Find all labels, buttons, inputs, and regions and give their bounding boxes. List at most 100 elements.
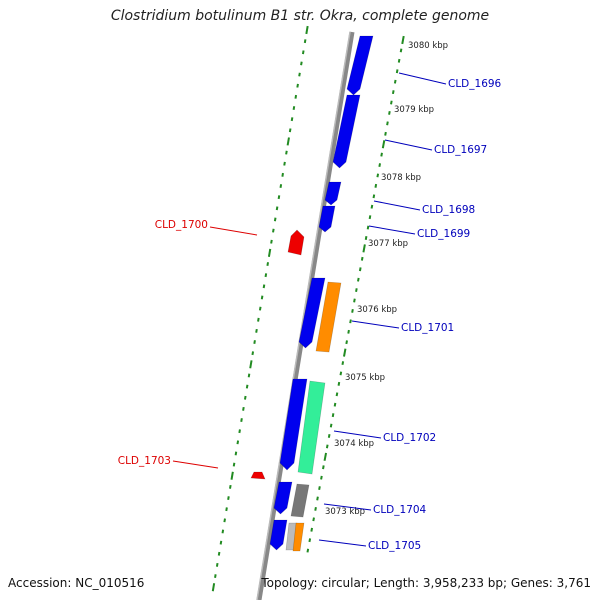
tick-mark [232, 462, 236, 467]
tick-mark [290, 117, 294, 122]
tick-mark [221, 529, 225, 534]
tick-mark [247, 373, 251, 378]
tick-mark [253, 340, 256, 344]
tick-mark [230, 471, 234, 480]
leader-line [373, 200, 421, 211]
tick-mark [292, 106, 296, 110]
tick-mark [329, 423, 333, 428]
gene-label: CLD_1702 [383, 432, 436, 444]
tick-mark [267, 248, 272, 257]
tick-mark [258, 306, 262, 311]
tick-mark [262, 284, 266, 289]
genome-backbone-highlight [256, 31, 351, 600]
tick-mark [339, 371, 343, 376]
tick-mark [401, 35, 405, 45]
tick-mark [347, 329, 350, 334]
tick-mark [358, 267, 362, 272]
leader-line [368, 225, 416, 235]
tick-mark [362, 244, 366, 253]
tick-mark [397, 58, 401, 63]
gene-arrow-cld-1701 [298, 277, 326, 349]
tick-mark [388, 110, 391, 115]
tick-mark [384, 131, 387, 136]
tick-mark [225, 507, 228, 512]
gene-arrow-cld-1700 [287, 229, 305, 256]
tick-mark [380, 152, 383, 157]
accession-label: Accession: NC_010516 [8, 576, 145, 590]
tick-mark [345, 340, 348, 345]
tick-mark [343, 348, 347, 357]
tick-mark [217, 551, 221, 556]
tick-mark [333, 402, 337, 407]
tick-mark [264, 273, 268, 278]
tick-mark [281, 172, 284, 177]
tick-mark [393, 79, 397, 84]
tick-mark [243, 395, 247, 400]
gene-arrow-cld-1696 [346, 35, 374, 96]
tick-mark [310, 527, 314, 532]
tick-mark [277, 195, 281, 200]
tick-mark [255, 328, 258, 333]
tick-mark [376, 173, 380, 178]
leader-line [333, 430, 382, 439]
gene-arrow-cld-1698 [324, 181, 342, 206]
tick-mark [279, 184, 283, 188]
gene-labels: CLD_1696 CLD_1697 CLD_1698 CLD_1699 CLD_1700… [118, 72, 502, 552]
tick-mark [391, 90, 395, 95]
tick-mark [223, 518, 226, 523]
tick-mark [272, 228, 275, 233]
scale-label: 3079 kbp [394, 105, 434, 115]
tick-mark [257, 317, 260, 322]
tick-mark [273, 217, 277, 222]
gene-arrow-cld-1702 [279, 378, 308, 471]
feature-track [250, 35, 374, 552]
leader-line [209, 226, 258, 236]
gene-arrow-cld-1697 [332, 94, 361, 169]
tick-mark [227, 496, 230, 500]
tick-mark [240, 418, 243, 422]
inner-tick-ring [306, 35, 405, 553]
scale-label: 3076 kbp [357, 305, 397, 315]
tick-mark [283, 161, 286, 166]
tick-mark [312, 517, 315, 522]
tick-mark [238, 429, 241, 434]
tick-mark [341, 361, 345, 365]
tick-mark [229, 484, 232, 489]
tick-mark [215, 562, 219, 567]
tick-mark [370, 204, 374, 209]
tick-mark [286, 137, 290, 146]
gene-label: CLD_1704 [373, 504, 427, 516]
gene-label: CLD_1701 [401, 322, 454, 334]
tick-mark [323, 452, 328, 461]
tick-mark [301, 50, 305, 55]
tick-mark [399, 48, 403, 53]
tick-mark [275, 206, 279, 211]
feature-orange-1705 [292, 522, 305, 552]
tick-mark [251, 351, 255, 356]
scale-label: 3078 kbp [381, 173, 421, 183]
tick-mark [234, 451, 238, 456]
scale-label: 3075 kbp [345, 373, 385, 383]
tick-mark [320, 475, 323, 480]
tick-mark [395, 69, 399, 74]
tick-mark [296, 83, 299, 88]
tick-mark [314, 506, 317, 511]
gene-label: CLD_1697 [434, 144, 487, 156]
tick-mark [288, 128, 292, 133]
tick-mark [303, 39, 307, 44]
gene-label: CLD_1705 [368, 540, 421, 552]
tick-mark [327, 434, 331, 438]
tick-mark [316, 496, 319, 501]
tick-mark [242, 406, 245, 411]
tick-mark [366, 225, 370, 230]
tick-mark [266, 262, 270, 266]
tick-mark [331, 413, 335, 418]
gene-arrow-cld-1699 [318, 205, 336, 233]
tick-mark [294, 94, 298, 99]
tick-mark [305, 25, 309, 35]
scale-label: 3077 kbp [368, 239, 408, 249]
tick-mark [351, 308, 354, 313]
feature-green-1702 [297, 380, 326, 475]
tick-mark [325, 444, 329, 449]
